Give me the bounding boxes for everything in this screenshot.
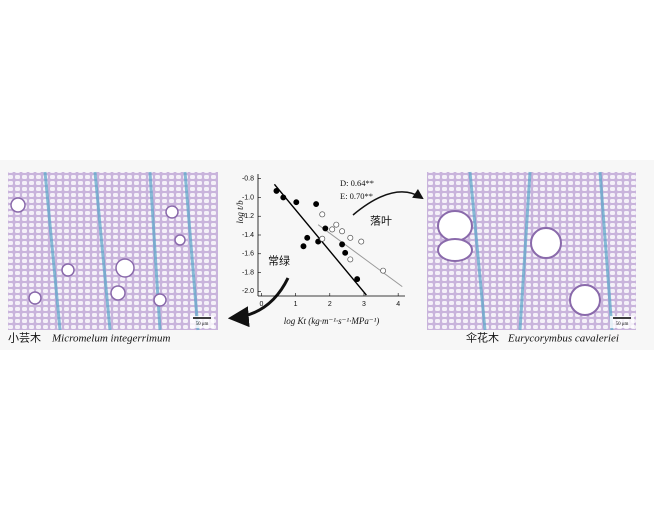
y-tick-label: -1.2 [242, 213, 254, 220]
point [322, 225, 329, 232]
x-tick-label: 4 [396, 301, 400, 308]
y-tick-label: -0.8 [242, 176, 254, 183]
annotation: D: 0.64** [340, 178, 374, 188]
point [319, 235, 326, 242]
point [354, 276, 361, 283]
arrow [227, 277, 290, 328]
point [339, 228, 346, 235]
point [347, 234, 354, 241]
point [319, 211, 326, 218]
y-tick-label: -1.0 [242, 194, 254, 201]
point [273, 187, 280, 194]
right-caption-latin: Eurycorymbus cavaleriei [507, 333, 619, 345]
left-caption-cn: 小芸木 [8, 332, 41, 345]
y-tick-label: -1.6 [242, 251, 254, 258]
y-tick-label: -2.0 [242, 288, 254, 295]
point [339, 241, 346, 248]
x-tick-label: 3 [362, 301, 366, 308]
point [313, 201, 320, 207]
annotation: 常绿 [268, 254, 290, 268]
x-tick-label: 2 [328, 301, 332, 308]
point [293, 199, 300, 206]
x-tick-label: 1 [294, 301, 298, 308]
left-caption-latin: Micromelum integerrimum [51, 333, 170, 345]
point [358, 238, 365, 245]
arrow [352, 188, 424, 216]
scale-bar-label: 50 μm [196, 322, 209, 327]
point [342, 249, 349, 256]
point [329, 226, 336, 233]
annotation: 落叶 [370, 215, 392, 228]
annotation: E: 0.70** [340, 191, 373, 201]
point [333, 221, 340, 228]
point [280, 194, 287, 201]
y-axis-label: log t/b [235, 200, 245, 224]
point [300, 243, 307, 250]
x-axis-label: log Kt (kg·m⁻¹·s⁻¹·MPa⁻¹) [284, 316, 380, 326]
right-micrograph: 50 μm [427, 171, 636, 331]
point [380, 267, 387, 274]
x-tick-label: 0 [259, 301, 263, 308]
point [347, 256, 354, 263]
scatter-chart: -0.8 -1.0 -1.2 -1.4 -1.6 -1.8 -2.0 0 1 2 3 4 log Kt … [235, 174, 405, 326]
point [315, 238, 322, 245]
left-micrograph: 50 μm [8, 171, 218, 331]
y-tick-label: -1.4 [242, 232, 254, 239]
point [304, 234, 311, 241]
right-caption-cn: 伞花木 [466, 331, 499, 345]
scale-bar-label: 50 μm [616, 322, 629, 327]
fit-line [317, 224, 403, 288]
y-tick-label: -1.8 [242, 269, 254, 276]
